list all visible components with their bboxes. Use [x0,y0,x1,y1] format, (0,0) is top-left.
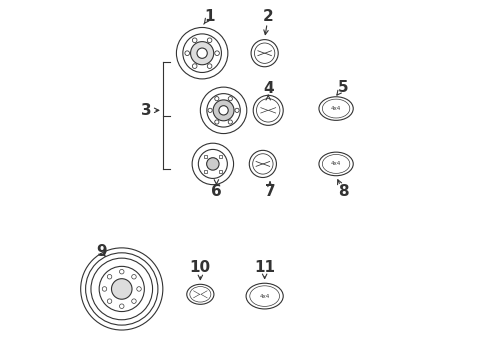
Bar [203,170,207,173]
Text: 4x4: 4x4 [331,106,341,111]
Text: 5: 5 [338,80,348,95]
Circle shape [132,274,136,279]
Circle shape [102,287,107,291]
Circle shape [120,304,124,309]
Circle shape [193,64,197,68]
Circle shape [197,48,207,58]
Text: 4x4: 4x4 [260,294,270,298]
Text: 11: 11 [254,260,275,275]
Text: 7: 7 [265,184,275,199]
Circle shape [228,96,232,101]
Circle shape [107,299,112,303]
Text: 4x4: 4x4 [331,161,341,166]
Circle shape [228,120,232,124]
Circle shape [185,51,190,55]
Bar [219,155,222,158]
Circle shape [193,38,197,42]
Text: 6: 6 [211,184,222,199]
Circle shape [219,106,228,115]
Circle shape [215,96,219,101]
Circle shape [235,108,239,112]
Circle shape [207,158,219,170]
Circle shape [207,38,212,42]
Circle shape [112,279,132,299]
Text: 8: 8 [338,184,348,199]
Text: 3: 3 [142,103,152,118]
Text: 2: 2 [263,9,273,24]
Circle shape [107,274,112,279]
Text: 1: 1 [204,9,215,24]
Circle shape [120,269,124,274]
Circle shape [132,299,136,303]
Text: 9: 9 [96,244,107,259]
Text: 10: 10 [190,260,211,275]
Bar [219,170,222,173]
Text: 4: 4 [263,81,273,96]
Circle shape [208,108,212,112]
Circle shape [215,51,220,55]
Circle shape [191,42,214,65]
Circle shape [215,120,219,124]
Bar [203,155,207,158]
Circle shape [137,287,141,291]
Circle shape [213,100,234,121]
Circle shape [207,64,212,68]
